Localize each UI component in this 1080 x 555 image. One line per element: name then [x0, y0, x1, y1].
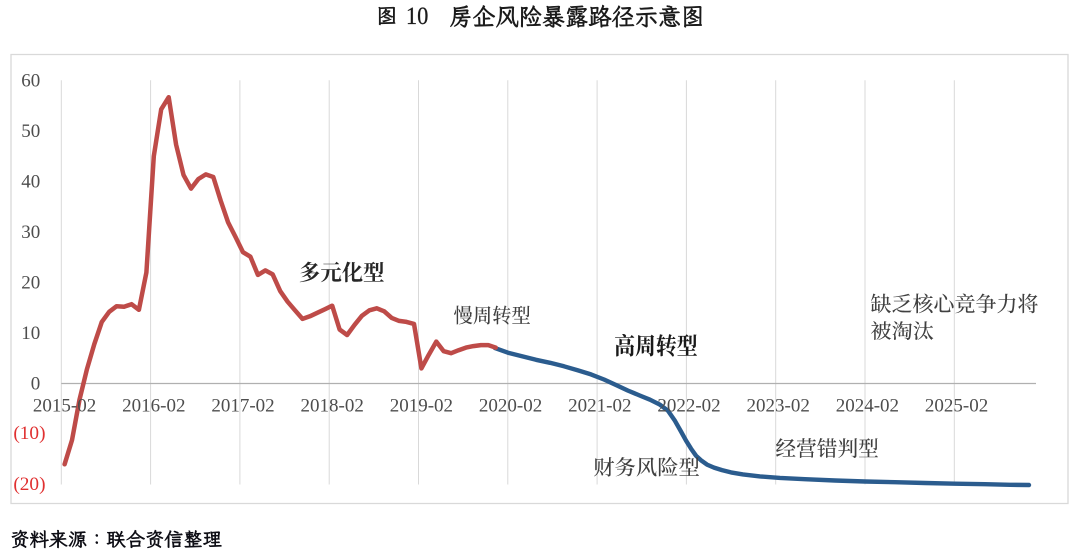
svg-text:(20): (20) — [13, 474, 45, 495]
svg-text:2021-02: 2021-02 — [568, 396, 631, 417]
svg-text:2018-02: 2018-02 — [301, 396, 364, 417]
svg-text:10: 10 — [21, 323, 40, 344]
svg-text:2020-02: 2020-02 — [479, 396, 542, 417]
svg-text:2022-02: 2022-02 — [657, 396, 720, 417]
svg-text:2017-02: 2017-02 — [211, 396, 274, 417]
svg-text:0: 0 — [31, 374, 41, 395]
svg-text:20: 20 — [21, 273, 40, 294]
svg-text:2025-02: 2025-02 — [925, 396, 988, 417]
svg-text:2016-02: 2016-02 — [122, 396, 185, 417]
svg-text:60: 60 — [21, 71, 40, 92]
svg-text:2024-02: 2024-02 — [836, 396, 899, 417]
svg-text:(10): (10) — [13, 423, 45, 444]
svg-text:40: 40 — [21, 172, 40, 193]
svg-text:30: 30 — [21, 222, 40, 243]
svg-text:2023-02: 2023-02 — [747, 396, 810, 417]
svg-text:2015-02: 2015-02 — [33, 396, 96, 417]
svg-text:2019-02: 2019-02 — [390, 396, 453, 417]
svg-text:50: 50 — [21, 121, 40, 142]
